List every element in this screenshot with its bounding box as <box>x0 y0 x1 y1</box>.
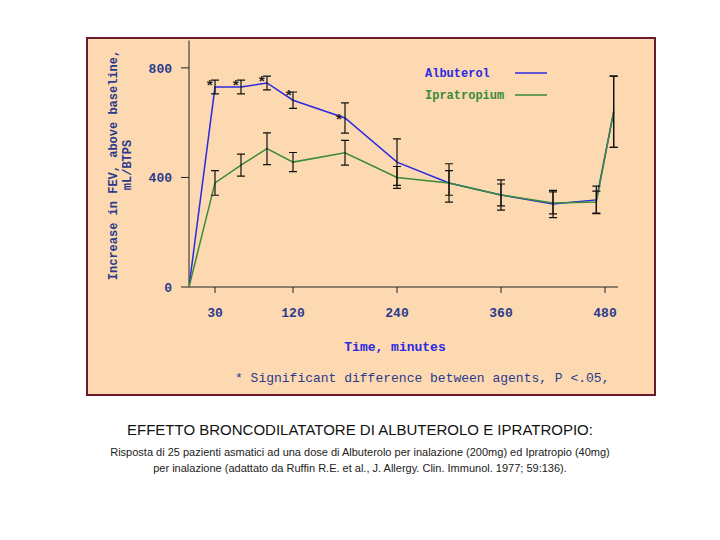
x-tick <box>397 287 398 293</box>
error-bar <box>592 186 600 213</box>
y-tick-label: 800 <box>149 62 173 77</box>
error-bar <box>211 171 219 196</box>
error-bar <box>497 180 505 210</box>
error-bar <box>445 164 453 202</box>
x-tick-label: 480 <box>593 306 617 321</box>
x-tick-label: 120 <box>281 306 305 321</box>
x-tick-label: 30 <box>207 306 223 321</box>
x-tick <box>605 287 606 293</box>
subtitle: Risposta di 25 pazienti asmatici ad una … <box>110 446 610 458</box>
annotation: * <box>257 75 266 92</box>
panel <box>87 38 655 395</box>
legend-swatch <box>515 94 547 96</box>
title: EFFETTO BRONCODILATATORE DI ALBUTEROLO E… <box>127 421 593 438</box>
annotation: * <box>334 113 343 130</box>
error-bar <box>610 76 618 147</box>
annotation: * <box>205 79 214 96</box>
error-bar <box>592 191 600 213</box>
series-line <box>189 112 614 287</box>
chart: 0 400 800 30 120 240 360 480 Time, minutes Increa… <box>0 0 720 540</box>
y-tick <box>181 177 189 178</box>
error-bar <box>445 171 453 196</box>
annotation: * <box>284 89 293 106</box>
y-tick <box>181 67 189 68</box>
y-tick <box>181 287 189 288</box>
error-bar <box>341 140 349 165</box>
x-tick <box>293 287 294 293</box>
error-bar <box>237 154 245 176</box>
series-line <box>189 83 614 287</box>
legend-label: Ipratropium <box>425 89 504 103</box>
y-axis-label: mL/BTPS <box>121 140 135 190</box>
x-axis-label: Time, minutes <box>344 340 446 355</box>
x-tick-label: 360 <box>489 306 513 321</box>
subtitle: per inalazione (adattato da Ruffin R.E. … <box>153 462 567 474</box>
x-tick <box>215 287 216 293</box>
x-axis <box>189 287 618 288</box>
error-bar <box>497 184 505 206</box>
error-bar <box>610 76 618 147</box>
x-tick <box>501 287 502 293</box>
error-bar <box>549 192 557 214</box>
legend-label: Albuterol <box>425 67 490 81</box>
legend-swatch <box>515 72 547 74</box>
error-bar <box>289 153 297 172</box>
marks <box>189 76 618 287</box>
annotation: * <box>231 79 240 96</box>
error-bar <box>393 166 401 188</box>
y-axis <box>189 41 190 288</box>
y-axis-label: Increase in FEV, above baseline, <box>107 50 121 280</box>
note: * Significant difference between agents,… <box>235 371 609 386</box>
error-bar <box>263 133 271 165</box>
y-tick-label: 0 <box>164 281 172 296</box>
y-tick-label: 400 <box>149 171 173 186</box>
x-tick-label: 240 <box>385 306 409 321</box>
error-bar <box>549 190 557 217</box>
